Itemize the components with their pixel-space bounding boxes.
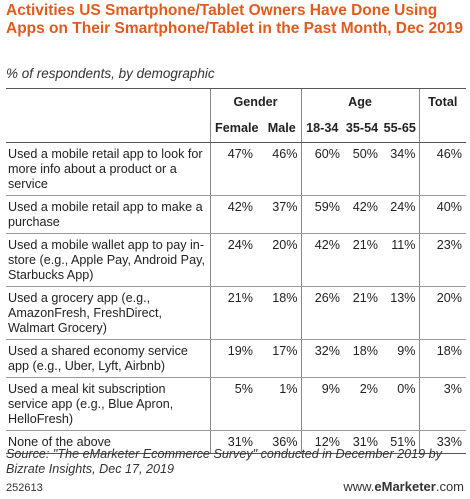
cell-value: 34% bbox=[381, 142, 419, 196]
row-label: Used a meal kit subscription service app… bbox=[6, 377, 210, 431]
cell-value: 19% bbox=[209, 339, 263, 378]
cell-value: 13% bbox=[381, 286, 419, 340]
row-label: Used a mobile wallet app to pay in-store… bbox=[6, 233, 210, 287]
cell-value: 60% bbox=[300, 142, 343, 196]
row-label: Used a grocery app (e.g., AmazonFresh, F… bbox=[6, 286, 210, 340]
chart-id: 252613 bbox=[6, 482, 43, 494]
cell-value: 50% bbox=[343, 142, 381, 196]
cell-value: 32% bbox=[300, 339, 343, 378]
cell-value: 46% bbox=[263, 142, 301, 196]
table-row: Used a grocery app (e.g., AmazonFresh, F… bbox=[6, 286, 466, 340]
header-blank bbox=[6, 88, 210, 115]
cell-value: 17% bbox=[263, 339, 301, 378]
cell-value: 20% bbox=[418, 286, 466, 340]
table-row: Used a meal kit subscription service app… bbox=[6, 377, 466, 431]
cell-value: 31% bbox=[343, 430, 381, 454]
brand-logo[interactable]: www.eMarketer.com bbox=[343, 479, 464, 494]
source-note: Source: "The eMarketer Ecommerce Survey"… bbox=[6, 447, 442, 476]
cell-value: 11% bbox=[381, 233, 419, 287]
row-label: Used a shared economy service app (e.g.,… bbox=[6, 339, 210, 378]
table-row: None of the above 31% 36% 12% 31% 51% 33% bbox=[6, 430, 466, 454]
cell-value: 40% bbox=[418, 195, 466, 234]
cell-value: 36% bbox=[263, 430, 301, 454]
row-label: Used a mobile retail app to make a purch… bbox=[6, 195, 210, 234]
chart-subtitle: % of respondents, by demographic bbox=[6, 66, 215, 81]
cell-value: 59% bbox=[300, 195, 343, 234]
cell-value: 24% bbox=[381, 195, 419, 234]
cell-value: 9% bbox=[300, 377, 343, 431]
cell-value: 33% bbox=[418, 430, 466, 454]
cell-value: 26% bbox=[300, 286, 343, 340]
header-male: Male bbox=[263, 115, 301, 143]
cell-value: 42% bbox=[209, 195, 263, 234]
table-row: Used a mobile retail app to make a purch… bbox=[6, 195, 466, 234]
row-label: Used a mobile retail app to look for mor… bbox=[6, 142, 210, 196]
cell-value: 20% bbox=[263, 233, 301, 287]
header-gender: Gender bbox=[209, 88, 301, 115]
cell-value: 21% bbox=[343, 286, 381, 340]
header-female: Female bbox=[209, 115, 263, 143]
chart-title: Activities US Smartphone/Tablet Owners H… bbox=[6, 2, 464, 37]
cell-value: 42% bbox=[300, 233, 343, 287]
cell-value: 1% bbox=[263, 377, 301, 431]
table-body: Used a mobile retail app to look for mor… bbox=[6, 142, 466, 454]
brand-prefix: www. bbox=[343, 479, 375, 494]
cell-value: 46% bbox=[418, 142, 466, 196]
cell-value: 23% bbox=[418, 233, 466, 287]
cell-value: 12% bbox=[300, 430, 343, 454]
cell-value: 31% bbox=[209, 430, 263, 454]
header-total: Total bbox=[418, 88, 466, 115]
cell-value: 37% bbox=[263, 195, 301, 234]
cell-value: 18% bbox=[418, 339, 466, 378]
header-age-18-34: 18-34 bbox=[300, 115, 343, 143]
cell-value: 42% bbox=[343, 195, 381, 234]
cell-value: 24% bbox=[209, 233, 263, 287]
cell-value: 21% bbox=[343, 233, 381, 287]
data-table: Gender Age Total Female Male 18-34 35-54… bbox=[6, 88, 466, 454]
subheader-blank bbox=[6, 115, 210, 143]
brand-name: eMarketer bbox=[374, 479, 436, 494]
cell-value: 0% bbox=[381, 377, 419, 431]
cell-value: 18% bbox=[263, 286, 301, 340]
table-row: Used a mobile wallet app to pay in-store… bbox=[6, 233, 466, 287]
header-total-sub bbox=[418, 115, 466, 143]
header-age-35-54: 35-54 bbox=[343, 115, 381, 143]
table-row: Used a shared economy service app (e.g.,… bbox=[6, 339, 466, 378]
cell-value: 18% bbox=[343, 339, 381, 378]
cell-value: 5% bbox=[209, 377, 263, 431]
brand-suffix: .com bbox=[435, 479, 464, 494]
cell-value: 9% bbox=[381, 339, 419, 378]
cell-value: 51% bbox=[381, 430, 419, 454]
cell-value: 47% bbox=[209, 142, 263, 196]
table-row: Used a mobile retail app to look for mor… bbox=[6, 142, 466, 196]
header-age-55-65: 55-65 bbox=[381, 115, 419, 143]
row-label: None of the above bbox=[6, 430, 210, 454]
cell-value: 2% bbox=[343, 377, 381, 431]
header-age: Age bbox=[300, 88, 419, 115]
cell-value: 3% bbox=[418, 377, 466, 431]
cell-value: 21% bbox=[209, 286, 263, 340]
